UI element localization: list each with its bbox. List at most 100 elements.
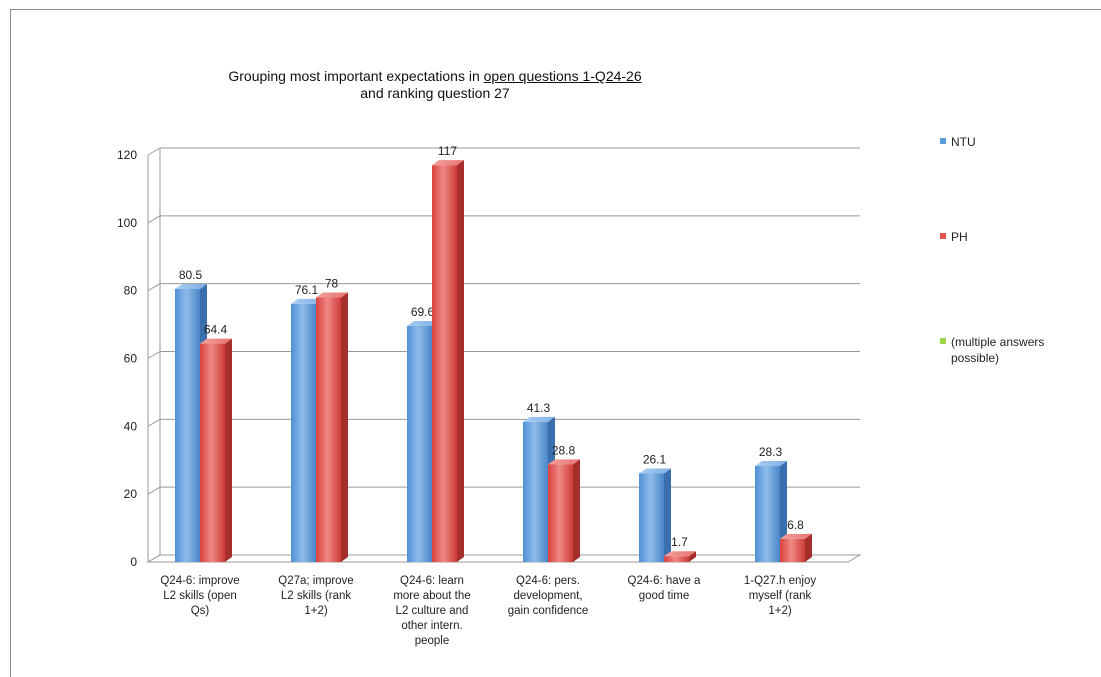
legend-label-ntu: NTU bbox=[951, 135, 976, 149]
bar-top-ntu-0 bbox=[175, 283, 207, 289]
bar-top-ntu-2 bbox=[407, 320, 439, 326]
x-tick-label-line: 1+2) bbox=[304, 605, 328, 617]
bar-top-ntu-1 bbox=[291, 298, 323, 304]
bar-ntu-2 bbox=[407, 325, 432, 562]
x-tick-label-line: development, bbox=[513, 590, 582, 602]
x-tick-label-line: gain confidence bbox=[508, 605, 589, 617]
y-tick-label: 40 bbox=[124, 419, 138, 433]
x-tick-label: Q24-6: pers. development, gain confidence bbox=[508, 575, 589, 617]
x-tick-label: Q27a; improve L2 skills (rank 1+2) bbox=[278, 575, 353, 617]
legend-item-ph: PH bbox=[940, 229, 1100, 245]
legend-label-ph: PH bbox=[951, 230, 968, 244]
y-tick-label: 60 bbox=[124, 352, 138, 366]
bar-ph-2 bbox=[432, 165, 457, 563]
data-label-ph-5: 6.8 bbox=[787, 518, 804, 532]
x-tick-label-line: Q24-6: improve bbox=[160, 575, 239, 587]
gridline-side-80 bbox=[147, 283, 161, 292]
legend-label-note: (multiple answers possible) bbox=[951, 335, 1045, 365]
x-tick-label-line: other intern. bbox=[401, 620, 462, 632]
chart-title-line-2: and ranking question 27 bbox=[360, 85, 510, 101]
bar-top-ph-1 bbox=[316, 292, 348, 298]
data-label-ph-0: 64.4 bbox=[204, 323, 228, 337]
bar-top-ntu-4 bbox=[639, 468, 671, 474]
x-tick-label-line: L2 culture and bbox=[396, 605, 469, 617]
gridline-side-100 bbox=[147, 215, 161, 224]
data-label-ntu-0: 80.5 bbox=[179, 268, 203, 282]
x-tick-label-line: myself (rank bbox=[749, 590, 812, 602]
gridline-side-40 bbox=[147, 418, 161, 427]
x-tick-label-line: L2 skills (open bbox=[163, 590, 237, 602]
frame-left-border bbox=[10, 9, 11, 677]
y-tick-label: 80 bbox=[124, 284, 138, 298]
bar-top-ph-0 bbox=[200, 338, 232, 344]
x-tick-label-line: more about the bbox=[393, 590, 470, 602]
x-tick-label: Q24-6: improve L2 skills (open Qs) bbox=[160, 575, 239, 617]
bar-side-ph-0 bbox=[225, 338, 232, 562]
data-label-ntu-4: 26.1 bbox=[643, 452, 667, 466]
x-tick-label-line: Qs) bbox=[191, 605, 210, 617]
x-tick-label-line: 1-Q27.h enjoy bbox=[744, 575, 816, 587]
data-label-ntu-5: 28.3 bbox=[759, 445, 783, 459]
bar-side-ph-4 bbox=[689, 551, 696, 562]
bar-side-ph-3 bbox=[573, 459, 580, 562]
data-label-ntu-3: 41.3 bbox=[527, 401, 551, 415]
bar-ntu-1 bbox=[291, 303, 316, 562]
x-tick-label-line: Q24-6: have a bbox=[628, 575, 701, 587]
x-tick-label-line: people bbox=[415, 635, 450, 647]
x-tick-label-line: good time bbox=[639, 590, 690, 602]
y-tick-label: 120 bbox=[117, 148, 137, 162]
floor-plane bbox=[146, 554, 862, 563]
x-tick-label-line: Q24-6: learn bbox=[400, 575, 464, 587]
bar-ntu-0 bbox=[175, 288, 200, 562]
bar-top-ph-3 bbox=[548, 459, 580, 465]
y-tick-label: 100 bbox=[117, 216, 137, 230]
x-tick-label-line: Q27a; improve bbox=[278, 575, 353, 587]
bar-ph-0 bbox=[200, 343, 225, 562]
bar-side-ph-2 bbox=[457, 160, 464, 563]
bar-top-ph-4 bbox=[664, 551, 696, 557]
legend-item-note: (multiple answers possible) bbox=[940, 334, 1100, 366]
bar-ph-1 bbox=[316, 297, 341, 562]
bar-ph-5 bbox=[780, 538, 805, 562]
gridline-side-120 bbox=[147, 147, 161, 156]
bar-top-ntu-3 bbox=[523, 416, 555, 422]
data-label-ntu-2: 69.6 bbox=[411, 305, 435, 319]
data-label-ntu-1: 76.1 bbox=[295, 283, 319, 297]
legend-item-ntu: NTU bbox=[940, 134, 1100, 150]
data-label-ph-1: 78 bbox=[325, 276, 339, 290]
x-tick-label: 1-Q27.h enjoy myself (rank 1+2) bbox=[744, 575, 816, 617]
x-tick-label-line: Q24-6: pers. bbox=[516, 575, 580, 587]
y-tick-label: 0 bbox=[130, 555, 137, 569]
bar-side-ph-5 bbox=[805, 533, 812, 562]
bar-top-ph-2 bbox=[432, 160, 464, 166]
frame-top-border bbox=[10, 9, 1101, 10]
x-tick-label-line: 1+2) bbox=[768, 605, 792, 617]
gridline-side-20 bbox=[147, 486, 161, 495]
bar-ntu-3 bbox=[523, 421, 548, 562]
bar-top-ph-5 bbox=[780, 533, 812, 539]
bar-ph-3 bbox=[548, 464, 573, 562]
x-tick-label-line: L2 skills (rank bbox=[281, 590, 352, 602]
bar-ntu-5 bbox=[755, 466, 780, 562]
bar-ph-4 bbox=[664, 556, 689, 562]
x-tick-label: Q24-6: have a good time bbox=[628, 575, 701, 602]
legend-swatch-ntu bbox=[940, 138, 946, 144]
bar-top-ntu-5 bbox=[755, 461, 787, 467]
chart-title: Grouping most important expectations in … bbox=[130, 68, 740, 102]
x-tick-label: Q24-6: learn more about the L2 culture and… bbox=[393, 575, 470, 647]
bar-side-ph-1 bbox=[341, 292, 348, 562]
bar-side-ntu-4 bbox=[664, 468, 671, 562]
chart-title-underlined: open questions 1-Q24-26 bbox=[483, 68, 642, 84]
y-tick-label: 20 bbox=[124, 487, 138, 501]
gridline-side-60 bbox=[147, 351, 161, 359]
legend-swatch-ph bbox=[940, 233, 946, 239]
chart-title-line-1: Grouping most important expectations in … bbox=[130, 68, 740, 85]
data-label-ph-4: 1.7 bbox=[671, 535, 688, 549]
data-label-ph-2: 117 bbox=[438, 144, 457, 158]
data-label-ph-3: 28.8 bbox=[552, 443, 576, 457]
bar-ntu-4 bbox=[639, 473, 664, 562]
chart-title-prefix: Grouping most important expectations in bbox=[228, 68, 484, 84]
legend-swatch-note bbox=[940, 338, 946, 344]
